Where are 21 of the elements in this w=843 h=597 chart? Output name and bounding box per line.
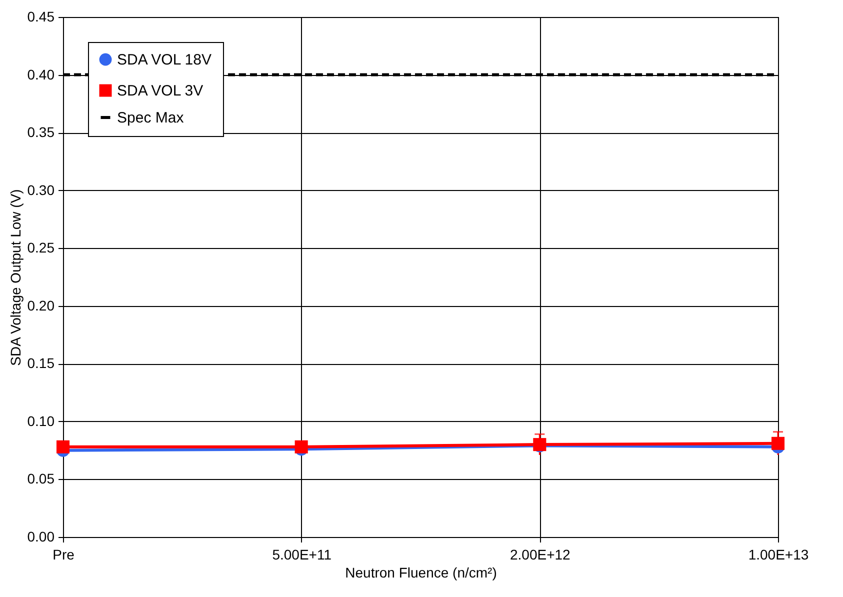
y-tick-label: 0.20	[27, 297, 55, 314]
y-axis-title: SDA Voltage Output Low (V)	[7, 189, 24, 366]
y-tick-label: 0.25	[27, 240, 55, 256]
point	[56, 440, 70, 454]
point	[771, 436, 785, 450]
x-tick-label: Pre	[52, 546, 75, 562]
y-tick-label: 0.05	[27, 470, 55, 487]
y-tick-label: 0.35	[27, 124, 55, 140]
legend-label: Spec Max	[117, 110, 184, 126]
y-tick-label: 0.00	[27, 528, 55, 544]
y-tick-label: 0.30	[27, 182, 55, 198]
legend-label: SDA VOL 18V	[117, 52, 212, 68]
x-axis-title: Neutron Fluence (n/cm²)	[345, 564, 497, 580]
x-tick-label: 2.00E+12	[510, 546, 571, 562]
x-tick-label: 1.00E+13	[748, 546, 809, 562]
y-tick-label: 0.40	[27, 66, 55, 82]
y-tick-label: 0.45	[27, 8, 55, 24]
y-tick-label: 0.15	[27, 355, 55, 372]
y-tick-label: 0.10	[27, 412, 55, 429]
x-tick-label: 5.00E+11	[272, 546, 332, 562]
legend-label: SDA VOL 3V	[117, 82, 204, 100]
